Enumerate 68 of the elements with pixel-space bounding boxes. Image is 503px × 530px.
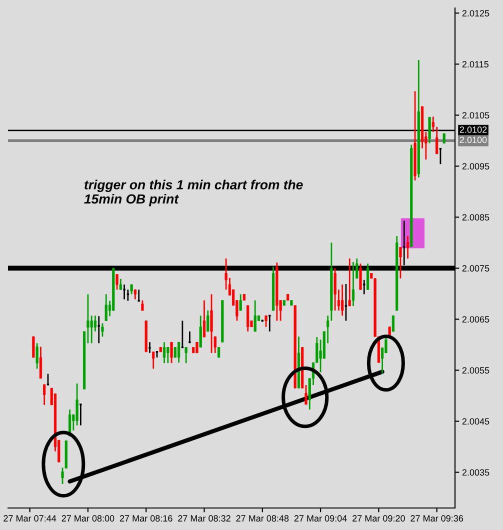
y-tick-label: 2.0045	[462, 418, 490, 425]
y-tick-label: 2.0095	[462, 163, 490, 170]
candlestick	[94, 314, 97, 332]
x-tick-label: 27 Mar 08:32	[178, 515, 230, 522]
candlestick	[141, 300, 144, 312]
candlestick	[134, 288, 136, 300]
x-tick-label: 27 Mar 09:20	[352, 515, 405, 522]
ref-line-label: 2.0100	[460, 136, 487, 144]
candlestick	[436, 126, 438, 155]
y-tick-label: 2.0085	[462, 214, 490, 221]
candlestick	[32, 336, 35, 358]
y-tick-label: 2.0115	[462, 61, 489, 68]
candlestick	[116, 274, 118, 290]
candlestick	[104, 294, 108, 322]
y-tick-label: 2.0125	[462, 10, 490, 16]
candlestick	[359, 262, 362, 290]
candlestick	[162, 341, 166, 364]
candlestick	[152, 351, 155, 370]
x-tick-label: 27 Mar 07:44	[4, 515, 56, 522]
candlestick	[246, 304, 250, 332]
candlestick	[36, 342, 38, 370]
candlestick	[264, 314, 268, 328]
candlestick	[130, 284, 133, 295]
x-tick-label: 27 Mar 09:36	[410, 515, 464, 522]
candlestick	[352, 261, 355, 307]
y-tick-label: 2.0075	[462, 265, 490, 272]
candlestick	[348, 258, 351, 307]
candlestick	[224, 258, 228, 290]
y-tick-label: 2.0065	[462, 316, 490, 323]
candlestick	[206, 310, 210, 332]
ref-line-label: 2.0102	[460, 126, 487, 133]
candlestick	[341, 284, 344, 316]
candlestick	[217, 346, 220, 358]
candlestick	[202, 300, 206, 338]
candlestick	[432, 116, 434, 133]
annotation: trigger on this 1 min chart from the 15min OB print	[84, 180, 303, 206]
candlestick	[392, 314, 395, 332]
x-tick-label: 27 Mar 08:16	[120, 515, 172, 522]
x-tick-label: 27 Mar 08:00	[62, 515, 114, 522]
candlestick	[344, 283, 348, 322]
candlestick	[406, 235, 410, 260]
y-tick-label: 2.0105	[462, 112, 490, 119]
candlestick	[442, 132, 446, 144]
candlestick	[196, 341, 198, 354]
candlestick	[119, 278, 122, 290]
candlestick	[334, 268, 336, 312]
candlestick	[170, 341, 173, 364]
candlestick	[239, 294, 242, 312]
candlestick	[43, 384, 46, 406]
candlestick	[101, 322, 104, 338]
candlestick	[199, 314, 202, 348]
candlestick	[90, 314, 93, 344]
y-tick-label: 2.0035	[462, 469, 490, 476]
candlestick	[428, 116, 431, 144]
candlestick	[366, 262, 370, 290]
candlestick	[254, 300, 256, 332]
candlestick	[184, 346, 188, 364]
candlestick	[46, 373, 50, 386]
candlestick	[86, 294, 90, 344]
candlestick	[39, 346, 42, 380]
x-tick-label: 27 Mar 09:04	[294, 515, 347, 522]
x-tick-label: 27 Mar 08:48	[236, 515, 289, 522]
y-tick-label: 2.0055	[462, 367, 490, 374]
candlestick	[166, 346, 170, 364]
candlestick	[210, 294, 213, 354]
candlestick	[178, 341, 180, 364]
candlestick	[76, 382, 78, 426]
candlestick	[399, 246, 402, 280]
